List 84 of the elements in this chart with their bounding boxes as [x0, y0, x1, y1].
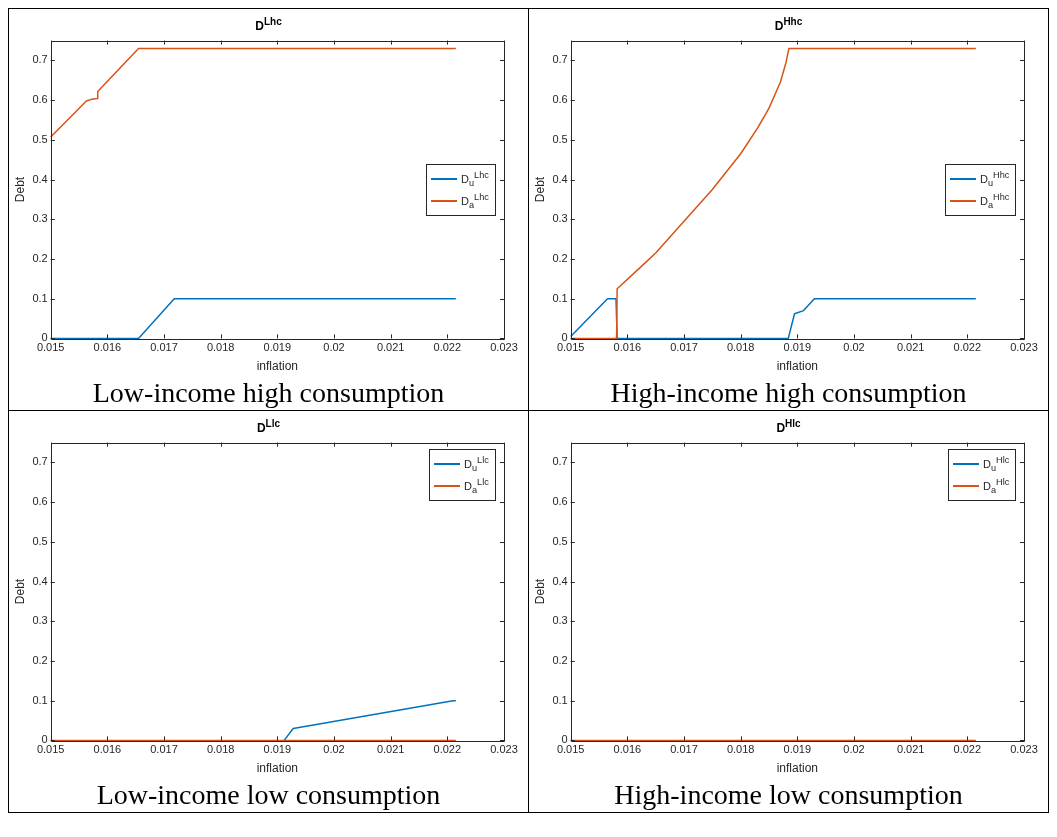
- y-tick-label: 0.6: [32, 93, 48, 106]
- x-tick-label: 0.017: [150, 341, 178, 354]
- y-axis-title: Debt: [12, 578, 27, 605]
- text: High-income low consumption: [613, 778, 964, 812]
- y-axis-title: Debt: [12, 176, 27, 203]
- x-tick-label: 0.021: [376, 743, 405, 756]
- y-tick-label: 0.2: [552, 654, 568, 667]
- x-tick-label: 0.017: [670, 341, 698, 354]
- x-tick-label: 0.018: [726, 743, 755, 756]
- y-tick-label: 0.6: [552, 93, 568, 106]
- y-tick-label: 0.2: [32, 252, 48, 265]
- x-tick-label: 0.017: [150, 743, 178, 756]
- y-tick-label: 0.6: [32, 495, 48, 508]
- x-axis-title: inflation: [256, 359, 299, 374]
- y-axis-title: Debt: [532, 176, 547, 203]
- x-axis-title: inflation: [256, 761, 299, 776]
- y-tick-label: 0: [41, 733, 48, 746]
- x-tick-label: 0.021: [376, 341, 405, 354]
- chart-title: D$^{Llc}$: [255, 417, 282, 435]
- y-tick-label: 0.6: [552, 495, 568, 508]
- y-tick-label: 0.7: [32, 455, 48, 468]
- x-tick-label: 0.019: [263, 341, 292, 354]
- x-tick-label: 0.02: [843, 341, 865, 354]
- x-tick-label: 0.019: [783, 341, 812, 354]
- x-tick-label: 0.018: [206, 341, 235, 354]
- y-tick-label: 0.2: [552, 252, 568, 265]
- y-tick-label: 0.1: [32, 291, 48, 304]
- y-tick-label: 0.5: [32, 534, 48, 547]
- y-tick-label: 0.3: [32, 614, 48, 627]
- x-tick-label: 0.023: [490, 743, 518, 756]
- x-tick-label: 0.015: [36, 341, 65, 354]
- y-tick-label: 0.3: [552, 212, 568, 225]
- x-tick-label: 0.022: [953, 743, 982, 756]
- chart-title: D$^{Hlc}$: [775, 417, 802, 435]
- y-tick-label: 0.1: [552, 693, 568, 706]
- x-tick-label: 0.023: [1010, 743, 1038, 756]
- x-tick-label: 0.018: [726, 341, 755, 354]
- x-tick-label: 0.02: [843, 743, 865, 756]
- y-tick-label: 0.1: [32, 693, 48, 706]
- x-tick-label: 0.02: [323, 341, 345, 354]
- y-tick-label: 0.4: [32, 574, 48, 587]
- text: Low-income low consumption: [95, 778, 442, 812]
- y-tick-label: 0.5: [32, 132, 48, 145]
- x-tick-label: 0.016: [93, 743, 122, 756]
- x-tick-label: 0.017: [670, 743, 698, 756]
- x-axis-title: inflation: [776, 359, 819, 374]
- y-tick-label: 0.1: [552, 291, 568, 304]
- x-tick-label: 0.015: [36, 743, 65, 756]
- x-tick-label: 0.021: [896, 743, 925, 756]
- y-tick-label: 0.4: [552, 172, 568, 185]
- x-tick-label: 0.022: [433, 743, 462, 756]
- x-tick-label: 0.02: [323, 743, 345, 756]
- y-axis-title: Debt: [532, 578, 547, 605]
- x-tick-label: 0.015: [556, 743, 585, 756]
- y-tick-label: 0.3: [552, 614, 568, 627]
- y-tick-label: 0: [561, 733, 568, 746]
- x-tick-label: 0.023: [1010, 341, 1038, 354]
- y-tick-label: 0.2: [32, 654, 48, 667]
- x-tick-label: 0.015: [556, 341, 585, 354]
- x-tick-label: 0.022: [953, 341, 982, 354]
- y-tick-label: 0: [561, 331, 568, 344]
- x-tick-label: 0.019: [263, 743, 292, 756]
- y-tick-label: 0.4: [552, 574, 568, 587]
- text: High-income high consumption: [609, 376, 968, 410]
- y-tick-label: 0.7: [32, 53, 48, 66]
- y-tick-label: 0.5: [552, 534, 568, 547]
- text: Low-income high consumption: [91, 376, 446, 410]
- y-tick-label: 0.7: [552, 455, 568, 468]
- x-tick-label: 0.018: [206, 743, 235, 756]
- y-tick-label: 0.7: [552, 53, 568, 66]
- chart-title: D$^{Hhc}$: [773, 15, 804, 33]
- x-tick-label: 0.023: [490, 341, 518, 354]
- y-tick-label: 0.5: [552, 132, 568, 145]
- x-tick-label: 0.022: [433, 341, 462, 354]
- x-tick-label: 0.016: [93, 341, 122, 354]
- x-tick-label: 0.021: [896, 341, 925, 354]
- x-tick-label: 0.019: [783, 743, 812, 756]
- y-tick-label: 0.4: [32, 172, 48, 185]
- x-axis-title: inflation: [776, 761, 819, 776]
- chart-title: D$^{Lhc}$: [254, 15, 283, 33]
- y-tick-label: 0: [41, 331, 48, 344]
- x-tick-label: 0.016: [613, 341, 642, 354]
- y-tick-label: 0.3: [32, 212, 48, 225]
- x-tick-label: 0.016: [613, 743, 642, 756]
